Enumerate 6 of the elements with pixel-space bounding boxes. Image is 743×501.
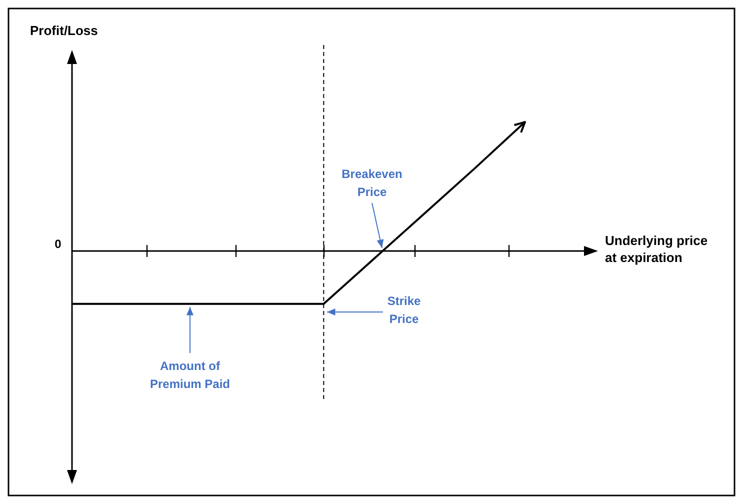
annotation: Strike Price	[387, 294, 421, 326]
x-axis-title: Underlying price at expiration	[605, 233, 708, 265]
annotation: Breakeven Price	[342, 167, 402, 199]
text: Amount of Premium Paid	[150, 359, 230, 391]
text: Profit/Loss	[30, 23, 98, 38]
text: 0	[54, 237, 62, 251]
